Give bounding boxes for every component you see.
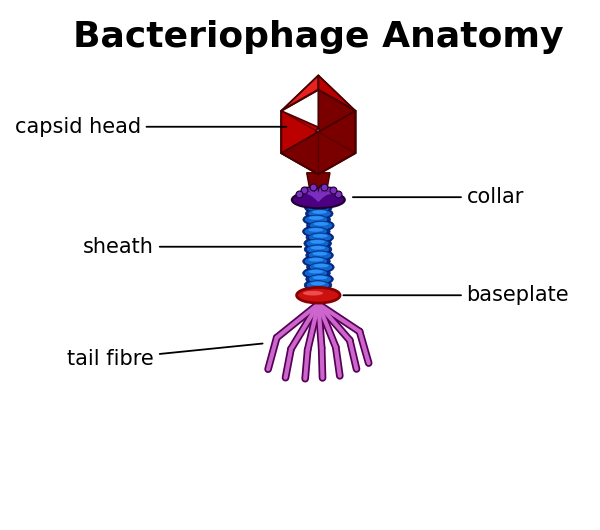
Ellipse shape	[314, 222, 328, 226]
Ellipse shape	[306, 281, 329, 289]
Ellipse shape	[304, 215, 328, 224]
Ellipse shape	[313, 234, 328, 237]
Ellipse shape	[313, 276, 328, 279]
Ellipse shape	[296, 287, 340, 303]
Text: sheath: sheath	[83, 237, 301, 257]
Ellipse shape	[305, 202, 332, 214]
Ellipse shape	[312, 210, 327, 214]
Ellipse shape	[307, 203, 330, 212]
Ellipse shape	[308, 216, 323, 220]
Ellipse shape	[307, 261, 334, 273]
Ellipse shape	[310, 282, 325, 285]
Text: tail fibre: tail fibre	[67, 343, 263, 369]
Ellipse shape	[310, 246, 325, 250]
Ellipse shape	[304, 244, 332, 255]
Ellipse shape	[311, 204, 326, 208]
Ellipse shape	[310, 263, 333, 272]
Ellipse shape	[303, 291, 323, 296]
Ellipse shape	[308, 258, 323, 261]
Ellipse shape	[308, 209, 331, 218]
Ellipse shape	[304, 227, 328, 236]
Ellipse shape	[304, 285, 331, 297]
Ellipse shape	[308, 275, 332, 284]
Ellipse shape	[308, 228, 323, 232]
Ellipse shape	[307, 220, 334, 231]
Polygon shape	[281, 111, 319, 174]
Ellipse shape	[308, 270, 323, 273]
Ellipse shape	[304, 237, 331, 249]
Ellipse shape	[303, 255, 330, 267]
Ellipse shape	[306, 239, 329, 248]
Ellipse shape	[308, 251, 332, 260]
Ellipse shape	[303, 214, 331, 225]
Ellipse shape	[308, 233, 332, 242]
Ellipse shape	[306, 232, 334, 243]
Text: Bacteriophage Anatomy: Bacteriophage Anatomy	[73, 20, 563, 54]
Ellipse shape	[302, 226, 330, 237]
Text: collar: collar	[353, 187, 524, 207]
Ellipse shape	[306, 250, 334, 261]
Ellipse shape	[306, 273, 334, 285]
Ellipse shape	[314, 264, 328, 268]
Ellipse shape	[310, 221, 332, 230]
Ellipse shape	[292, 191, 345, 208]
Polygon shape	[319, 75, 355, 111]
Text: baseplate: baseplate	[343, 285, 569, 305]
Ellipse shape	[304, 257, 328, 266]
Ellipse shape	[306, 287, 329, 296]
Ellipse shape	[303, 268, 330, 279]
Text: capsid head: capsid head	[15, 117, 286, 137]
Ellipse shape	[304, 279, 332, 291]
Ellipse shape	[310, 288, 325, 292]
Ellipse shape	[313, 252, 328, 255]
Ellipse shape	[304, 269, 328, 278]
Polygon shape	[281, 75, 319, 111]
Ellipse shape	[305, 208, 333, 219]
Polygon shape	[319, 90, 355, 153]
Ellipse shape	[306, 245, 329, 254]
Polygon shape	[281, 111, 355, 174]
Ellipse shape	[310, 240, 325, 244]
Polygon shape	[307, 173, 330, 192]
